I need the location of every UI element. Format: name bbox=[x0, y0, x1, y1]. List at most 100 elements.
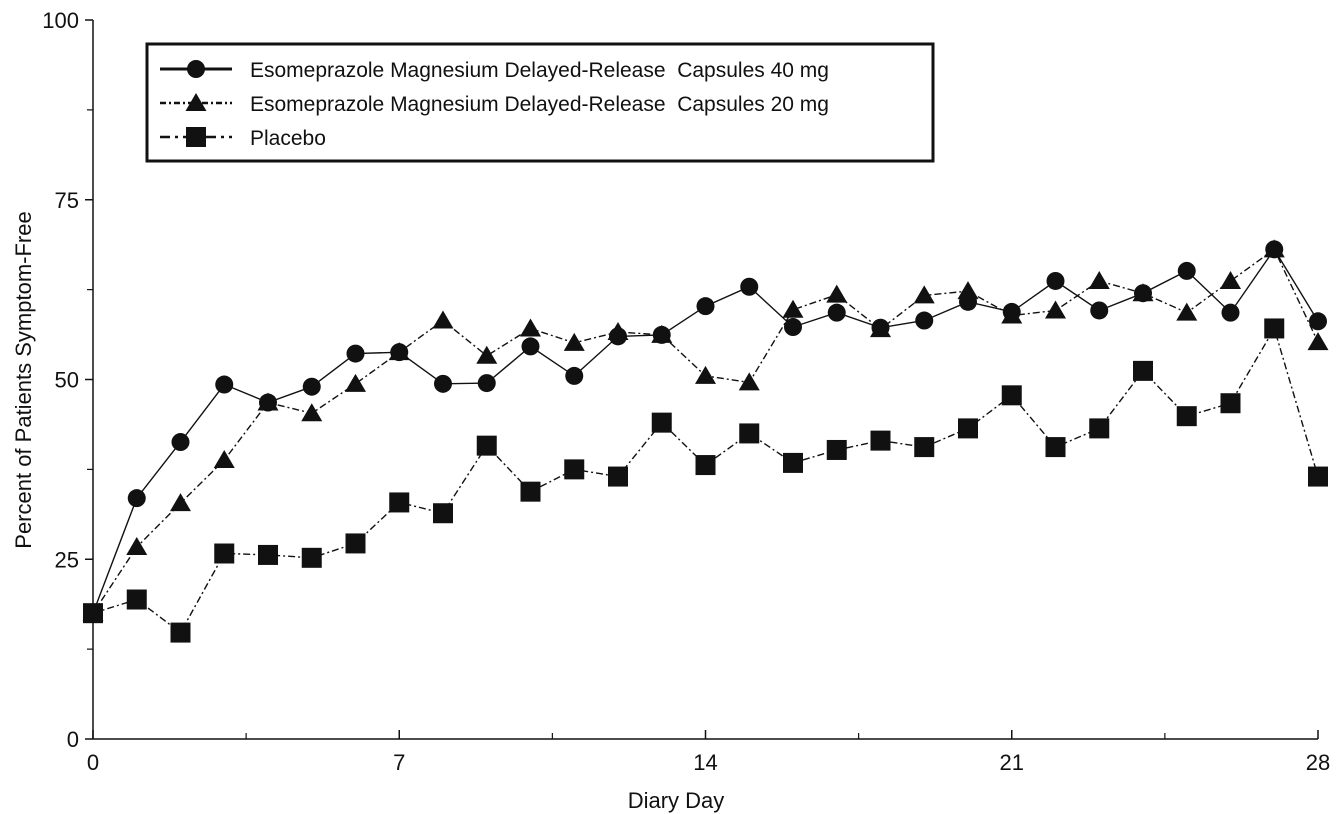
point-square-day-11 bbox=[564, 459, 585, 480]
point-square-day-14 bbox=[695, 455, 716, 476]
point-square-day-10 bbox=[520, 481, 541, 502]
point-square-day-18 bbox=[870, 430, 891, 451]
legend-box bbox=[145, 42, 935, 163]
point-circle-day-10 bbox=[521, 337, 540, 356]
point-triangle-day-13 bbox=[651, 324, 673, 343]
x-axis-title: Diary Day bbox=[628, 788, 725, 813]
y-axis-title: Percent of Patients Symptom-Free bbox=[11, 211, 36, 548]
point-square-day-23 bbox=[1089, 418, 1110, 439]
x-tick-label-28: 28 bbox=[1306, 750, 1330, 775]
y-tick-label-25: 25 bbox=[55, 547, 79, 572]
point-circle-day-19 bbox=[915, 311, 934, 330]
point-square-day-8 bbox=[433, 503, 453, 524]
point-triangle-day-23 bbox=[1088, 270, 1110, 289]
point-square-day-1 bbox=[126, 589, 147, 610]
point-circle-day-25 bbox=[1177, 261, 1196, 280]
point-circle-day-26 bbox=[1221, 303, 1240, 322]
markers-square bbox=[83, 318, 1328, 643]
point-triangle-day-16 bbox=[782, 299, 804, 318]
x-tick-label-14: 14 bbox=[693, 750, 717, 775]
point-square-day-13 bbox=[651, 412, 672, 433]
point-square-day-3 bbox=[214, 543, 235, 564]
point-square-day-12 bbox=[608, 466, 628, 487]
point-square-day-19 bbox=[914, 437, 935, 458]
y-tick-label-75: 75 bbox=[55, 188, 79, 213]
point-triangle-day-24 bbox=[1132, 283, 1154, 302]
point-triangle-day-15 bbox=[738, 372, 760, 391]
point-triangle-day-28 bbox=[1307, 332, 1329, 351]
point-square-day-27 bbox=[1264, 318, 1285, 339]
point-square-day-24 bbox=[1133, 360, 1153, 381]
point-triangle-day-8 bbox=[432, 310, 454, 329]
series-layer bbox=[82, 239, 1329, 643]
point-triangle-day-17 bbox=[826, 284, 848, 303]
point-circle-day-9 bbox=[477, 374, 496, 393]
point-square-day-21 bbox=[1001, 385, 1022, 406]
x-tick-label-21: 21 bbox=[1000, 750, 1024, 775]
point-triangle-day-22 bbox=[1045, 300, 1066, 319]
point-triangle-day-11 bbox=[563, 332, 585, 351]
y-tick-label-0: 0 bbox=[67, 727, 79, 752]
point-square-day-16 bbox=[783, 452, 803, 473]
y-tick-label-50: 50 bbox=[55, 368, 79, 393]
point-square-day-5 bbox=[301, 547, 322, 568]
point-circle-day-6 bbox=[346, 344, 365, 363]
point-circle-day-8 bbox=[434, 374, 452, 393]
point-triangle-day-18 bbox=[870, 319, 891, 338]
point-triangle-day-5 bbox=[301, 403, 323, 422]
point-triangle-day-12 bbox=[607, 322, 629, 341]
point-square-day-25 bbox=[1176, 406, 1197, 427]
point-triangle-day-14 bbox=[695, 365, 716, 384]
markers-triangle bbox=[82, 239, 1329, 622]
point-circle-day-11 bbox=[565, 366, 584, 385]
point-square-day-9 bbox=[476, 435, 497, 456]
point-triangle-day-21 bbox=[1001, 305, 1023, 324]
legend-items: Esomeprazole Magnesium Delayed-Release C… bbox=[160, 59, 829, 150]
point-triangle-day-19 bbox=[913, 285, 935, 304]
legend-item-circle: Esomeprazole Magnesium Delayed-Release C… bbox=[160, 59, 829, 82]
point-circle-day-1 bbox=[127, 489, 146, 508]
legend-marker-circle bbox=[187, 60, 205, 78]
y-tick-label-100: 100 bbox=[42, 8, 79, 33]
point-circle-day-22 bbox=[1046, 271, 1065, 290]
point-square-day-7 bbox=[389, 492, 410, 513]
point-square-day-26 bbox=[1220, 393, 1241, 414]
point-triangle-day-20 bbox=[957, 281, 979, 300]
point-circle-day-5 bbox=[302, 377, 321, 396]
point-circle-day-16 bbox=[784, 318, 802, 337]
point-square-day-17 bbox=[826, 439, 847, 460]
point-triangle-day-25 bbox=[1176, 302, 1198, 321]
point-circle-day-2 bbox=[171, 433, 190, 452]
point-circle-day-14 bbox=[696, 297, 715, 316]
point-circle-day-17 bbox=[827, 303, 846, 322]
point-square-day-15 bbox=[739, 423, 760, 444]
point-square-day-6 bbox=[345, 533, 366, 554]
legend: Esomeprazole Magnesium Delayed-Release C… bbox=[145, 42, 935, 163]
point-triangle-day-7 bbox=[388, 342, 410, 361]
legend-marker-square bbox=[186, 127, 206, 147]
legend-marker-triangle bbox=[185, 93, 207, 111]
point-triangle-day-9 bbox=[476, 345, 498, 364]
legend-label-triangle: Esomeprazole Magnesium Delayed-Release C… bbox=[250, 93, 829, 116]
point-triangle-day-3 bbox=[213, 450, 235, 469]
x-tick-label-7: 7 bbox=[393, 750, 405, 775]
point-triangle-day-26 bbox=[1220, 270, 1241, 289]
legend-item-square: Placebo bbox=[160, 127, 326, 150]
point-square-day-20 bbox=[958, 418, 978, 439]
point-circle-day-3 bbox=[215, 375, 234, 394]
point-square-day-28 bbox=[1308, 466, 1328, 487]
point-square-day-2 bbox=[170, 622, 191, 643]
ticks: 0 25 50 75 100 0 7 14 21 28 bbox=[42, 8, 1330, 775]
point-triangle-day-10 bbox=[520, 318, 541, 337]
legend-label-circle: Esomeprazole Magnesium Delayed-Release C… bbox=[250, 59, 829, 82]
point-triangle-day-1 bbox=[126, 537, 148, 556]
point-circle-day-15 bbox=[740, 277, 759, 296]
legend-label-square: Placebo bbox=[250, 127, 326, 150]
point-square-day-4 bbox=[258, 544, 278, 565]
point-square-day-22 bbox=[1045, 437, 1066, 458]
point-triangle-day-4 bbox=[257, 392, 279, 411]
legend-item-triangle: Esomeprazole Magnesium Delayed-Release C… bbox=[160, 93, 829, 116]
point-square-day-0 bbox=[83, 603, 103, 624]
point-circle-day-28 bbox=[1309, 312, 1327, 331]
